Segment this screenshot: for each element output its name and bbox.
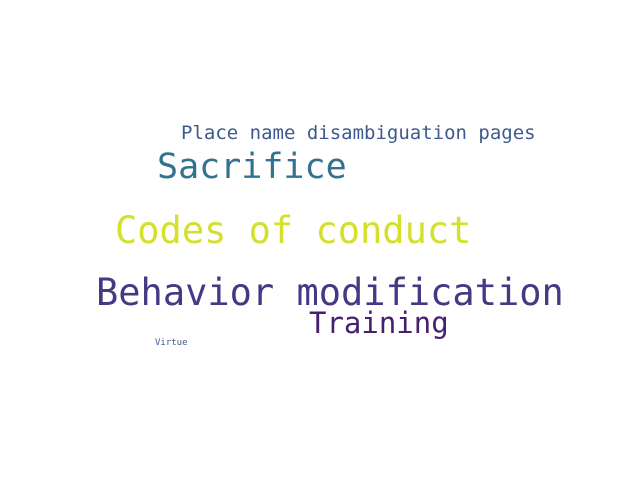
word-place-name-disambiguation-pages: Place name disambiguation pages — [181, 122, 536, 144]
word-codes-of-conduct: Codes of conduct — [115, 209, 472, 252]
word-virtue: Virtue — [155, 338, 188, 348]
word-sacrifice: Sacrifice — [157, 147, 347, 187]
word-behavior-modification: Behavior modification — [96, 271, 564, 314]
word-training: Training — [309, 306, 449, 340]
